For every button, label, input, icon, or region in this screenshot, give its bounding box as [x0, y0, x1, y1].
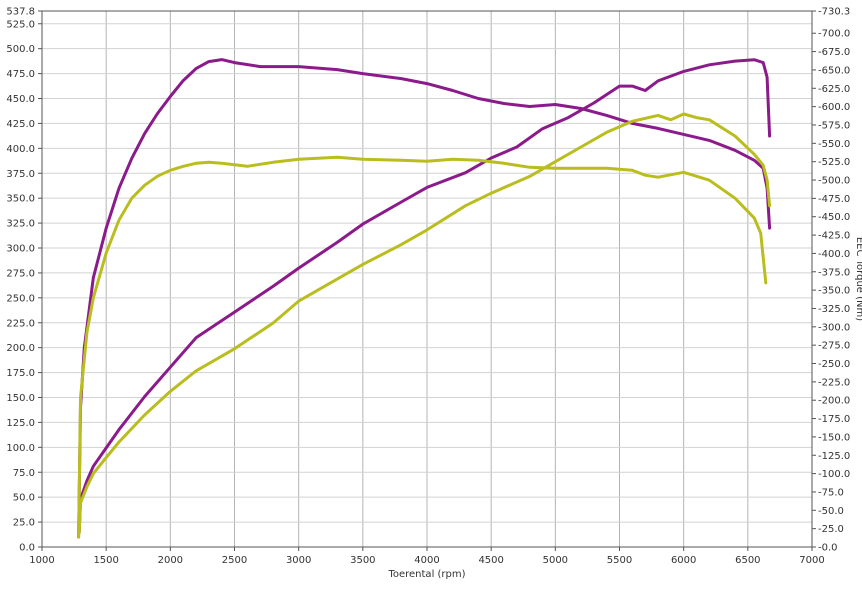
x-tick-label: 5500 [607, 555, 632, 566]
y-right-tick-label: -625.0 [818, 84, 850, 95]
axes [38, 10, 816, 551]
y-right-tick-label: -25.0 [818, 524, 844, 535]
x-tick-label: 4000 [414, 555, 439, 566]
y-right-tick-label: -525.0 [818, 157, 850, 168]
y-left-tick-label: 50.0 [13, 493, 35, 504]
y-left-tick-label: 525.0 [6, 19, 35, 30]
y-right-tick-label: -400.0 [818, 249, 850, 260]
x-tick-label: 6500 [735, 555, 760, 566]
y-left-tick-label: 300.0 [6, 244, 35, 255]
x-axis-title: Toerental (rpm) [387, 569, 465, 580]
y-right-tick-label: -375.0 [818, 267, 850, 278]
y-right-tick-label: -300.0 [818, 322, 850, 333]
y-right-tick-label: -100.0 [818, 469, 850, 480]
series-lines [77, 58, 772, 539]
y-right-tick-label: -650.0 [818, 65, 850, 76]
y-right-tick-label: -0.0 [818, 543, 838, 554]
series-line-1 [77, 58, 772, 539]
y-left-tick-label: 200.0 [6, 343, 35, 354]
y-right-tick-label: -600.0 [818, 102, 850, 113]
y-right-tick-label: -730.3 [818, 7, 850, 18]
y-left-tick-label: 75.0 [13, 468, 35, 479]
y-left-tick-label: 475.0 [6, 69, 35, 80]
y-left-tick-label: 425.0 [6, 119, 35, 130]
y-right-tick-label: -225.0 [818, 377, 850, 388]
y-left-tick-label: 125.0 [6, 418, 35, 429]
y-right-tick-label: -700.0 [818, 29, 850, 40]
y-right-tick-label: -150.0 [818, 432, 850, 443]
x-tick-label: 3500 [350, 555, 375, 566]
y-right-tick-label: -250.0 [818, 359, 850, 370]
x-tick-label: 4500 [478, 555, 503, 566]
y-right-tick-label: -475.0 [818, 194, 850, 205]
y-right-tick-label: -675.0 [818, 47, 850, 58]
y-left-tick-label: 0.0 [19, 543, 35, 554]
x-tick-label: 1500 [93, 555, 118, 566]
tick-labels: 1000 1500 2000 2500 3000 3500 4000 4500 5000 5500… [6, 7, 850, 567]
y-right-tick-label: -125.0 [818, 451, 850, 462]
y-right-tick-label: -75.0 [818, 487, 844, 498]
series-line-4 [77, 112, 772, 534]
y-right-tick-label: -350.0 [818, 286, 850, 297]
x-tick-label: 1000 [29, 555, 54, 566]
y-right-tick-label: -425.0 [818, 231, 850, 242]
y-left-tick-label: 175.0 [6, 368, 35, 379]
y-right-tick-label: -325.0 [818, 304, 850, 315]
y-right-tick-label: -500.0 [818, 176, 850, 187]
y-right-tick-label: -275.0 [818, 341, 850, 352]
y-right-tick-label: -450.0 [818, 212, 850, 223]
y-left-tick-label: 500.0 [6, 44, 35, 55]
y-left-tick-label: 275.0 [6, 268, 35, 279]
y-right-axis-title: EEC Torque (Nm) [854, 237, 862, 321]
plot-frame [41, 10, 813, 548]
y-right-tick-label: -200.0 [818, 396, 850, 407]
y-right-tick-label: -575.0 [818, 120, 850, 131]
x-tick-label: 2500 [222, 555, 247, 566]
y-left-tick-label: 350.0 [6, 194, 35, 205]
x-tick-label: 6000 [671, 555, 696, 566]
y-left-tick-label: 225.0 [6, 318, 35, 329]
y-left-tick-label: 450.0 [6, 94, 35, 105]
grid-lines [41, 11, 813, 548]
x-tick-label: 3000 [286, 555, 311, 566]
y-left-tick-label: 375.0 [6, 169, 35, 180]
series-line-2 [77, 58, 772, 534]
y-left-tick-label: 25.0 [13, 518, 35, 529]
y-right-tick-label: -550.0 [818, 139, 850, 150]
y-left-tick-label: 537.8 [6, 7, 35, 18]
y-left-tick-label: 325.0 [6, 219, 35, 230]
series-line-3 [77, 155, 768, 539]
y-right-tick-label: -50.0 [818, 506, 844, 517]
y-left-tick-label: 250.0 [6, 293, 35, 304]
y-left-tick-label: 100.0 [6, 443, 35, 454]
y-left-tick-label: 400.0 [6, 144, 35, 155]
x-tick-label: 2000 [158, 555, 183, 566]
y-left-tick-label: 150.0 [6, 393, 35, 404]
y-right-tick-label: -175.0 [818, 414, 850, 425]
x-tick-label: 5000 [543, 555, 568, 566]
x-tick-label: 7000 [799, 555, 824, 566]
